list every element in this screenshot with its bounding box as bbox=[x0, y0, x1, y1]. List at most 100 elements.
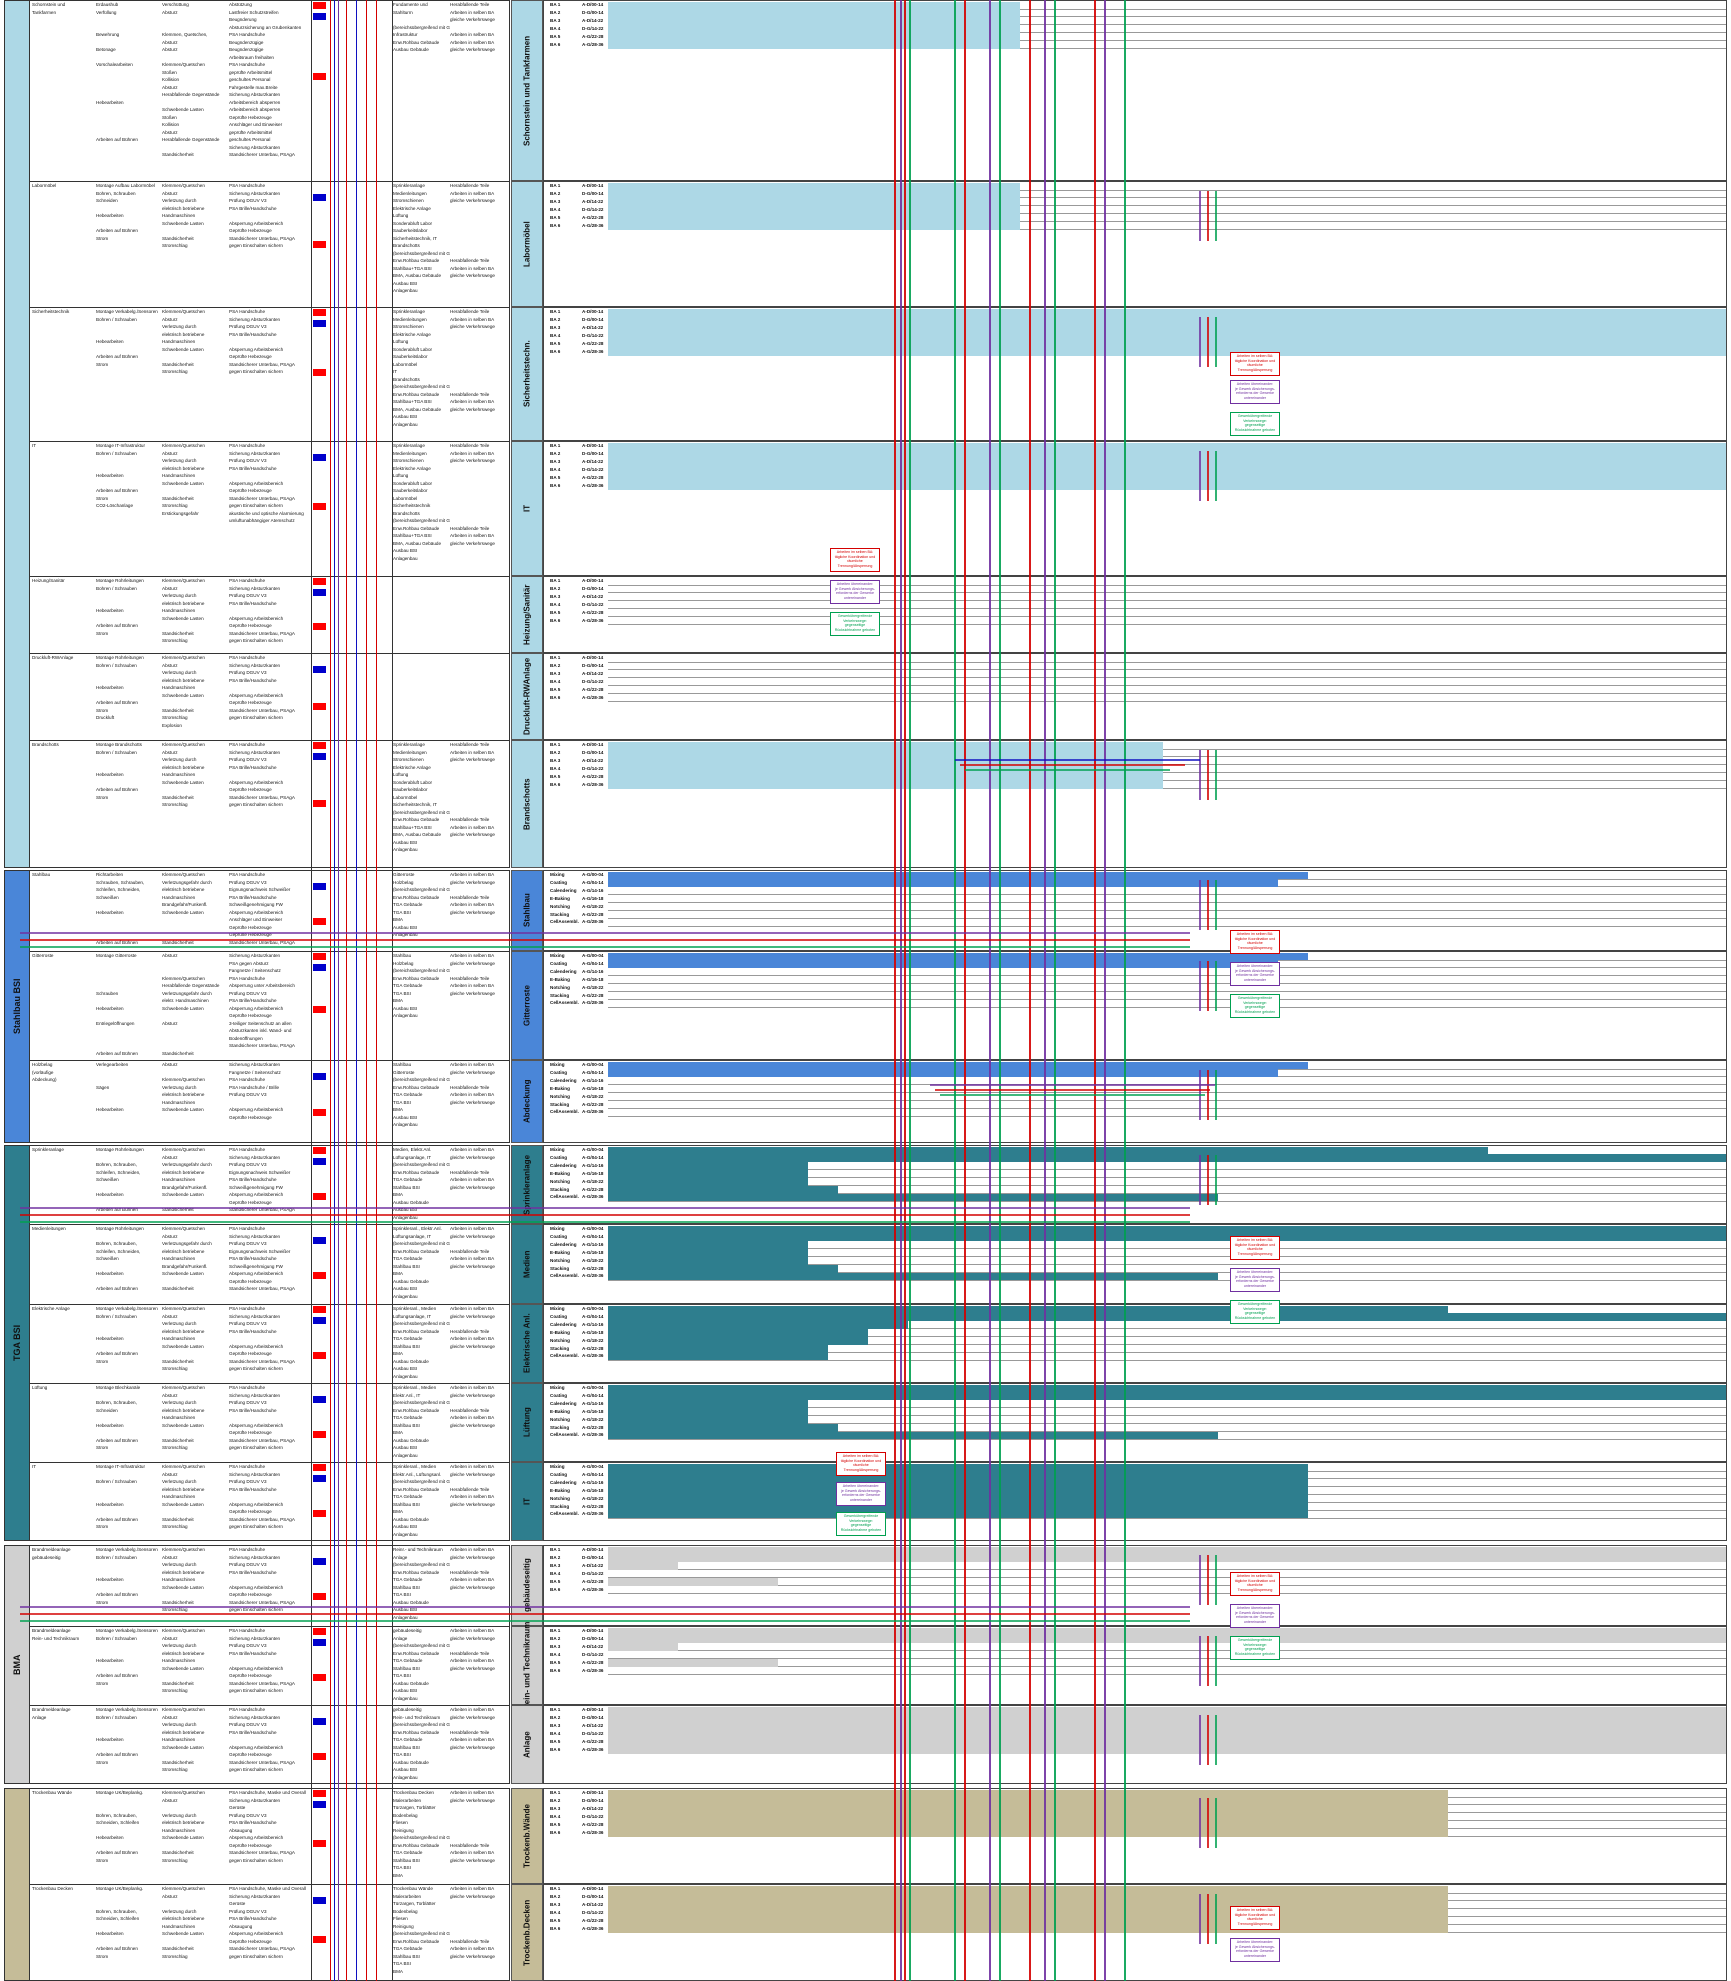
schedule-bar bbox=[608, 1917, 1448, 1925]
row-code: A-G/22-28 bbox=[582, 340, 604, 346]
row-code: A-G/14-16 bbox=[582, 1479, 604, 1485]
row-label: Coating bbox=[550, 1069, 568, 1075]
row-gridline bbox=[608, 205, 1726, 207]
risk-cell-col4: PSA Handschuhe Prüfung DGUV V3 Eignungsn… bbox=[229, 872, 295, 945]
row-code: A-G/22-28 bbox=[582, 1186, 604, 1192]
risk-cell-col3: Klemmen/Quetschen Absturz Verletzungsgef… bbox=[162, 1226, 212, 1291]
row-code: D-G/14-22 bbox=[582, 1813, 604, 1819]
row-label: Mixing bbox=[550, 1464, 565, 1469]
risk-cell-col5: Sprinkleranlage Medienleitungen Stromsch… bbox=[393, 309, 450, 427]
row-label: BA 5 bbox=[550, 1659, 561, 1665]
risk-cell-col2: Montage UK/Beplankg. Bohren, Schrauben, … bbox=[96, 1790, 144, 1863]
row-label: BA 6 bbox=[550, 41, 561, 47]
schedule-bar bbox=[608, 1738, 1726, 1746]
row-gridline bbox=[608, 24, 1726, 26]
schedule-bar bbox=[608, 9, 1020, 17]
row-gridline bbox=[608, 1569, 1726, 1571]
schedule-bar bbox=[608, 198, 1020, 206]
row-gridline bbox=[608, 918, 1726, 919]
schedule-bar bbox=[608, 1069, 1278, 1077]
schedule-bar bbox=[608, 1659, 778, 1667]
trade-frame bbox=[543, 1545, 1727, 1626]
risk-cell-col1: Druckluft-RWAnlage bbox=[32, 655, 74, 660]
risk-rating-marker bbox=[313, 2, 326, 9]
risk-rating-marker bbox=[313, 1558, 326, 1565]
row-code: A-G/22-28 bbox=[582, 1424, 604, 1430]
schedule-bar bbox=[608, 960, 1278, 968]
risk-rating-marker bbox=[313, 578, 326, 585]
risk-rating-marker bbox=[313, 1840, 326, 1847]
risk-cell-col1: Heizung/Sanitär bbox=[32, 578, 65, 583]
row-gridline bbox=[608, 669, 1726, 671]
risk-rating-marker bbox=[313, 454, 326, 461]
coordination-note-red: Arbeiten im selben BA: tägliche Koordina… bbox=[1230, 352, 1280, 376]
row-gridline bbox=[608, 1796, 1726, 1798]
schedule-bar bbox=[608, 1400, 808, 1408]
schedule-bar bbox=[608, 781, 1163, 789]
row-label: BA 6 bbox=[550, 348, 561, 354]
schedule-bar bbox=[608, 340, 1726, 348]
row-code: A-G/22-28 bbox=[582, 1659, 604, 1665]
row-code: A-G/00-04 bbox=[582, 872, 604, 877]
schedule-bar bbox=[608, 1909, 1448, 1917]
row-gridline bbox=[608, 1650, 1726, 1652]
group-band bbox=[4, 1788, 30, 1981]
risk-rating-marker bbox=[313, 1396, 326, 1403]
risk-cell-col3: Klemmen/Quetschen Absturz Verletzung dur… bbox=[162, 309, 205, 374]
risk-cell-col3: Absturz Klemmen/Quetschen Verletzung dur… bbox=[162, 1062, 205, 1112]
row-gridline bbox=[608, 1900, 1726, 1902]
row-gridline bbox=[608, 685, 1726, 687]
risk-cell-col4: PSA Handschuhe Sicherung Absturzkanten P… bbox=[229, 1226, 295, 1291]
row-label: BA 2 bbox=[550, 316, 561, 322]
schedule-bar bbox=[608, 1901, 1448, 1909]
schedule-bar bbox=[608, 1554, 1726, 1562]
risk-column-line bbox=[376, 0, 377, 1981]
trade-label-band bbox=[511, 740, 543, 868]
row-code: A-G/28-36 bbox=[582, 41, 604, 47]
risk-cell-col1: Medienleitungen bbox=[32, 1226, 66, 1231]
row-label: Mixing bbox=[550, 1306, 565, 1311]
row-label: BA 2 bbox=[550, 450, 561, 456]
trade-label-band bbox=[511, 576, 543, 653]
row-label: BA 4 bbox=[550, 466, 561, 472]
row-gridline bbox=[608, 1391, 1726, 1393]
row-gridline bbox=[608, 624, 1726, 625]
row-label: BA 1 bbox=[550, 1707, 561, 1712]
risk-column-line bbox=[330, 0, 331, 1981]
row-label: BA 3 bbox=[550, 670, 561, 676]
row-code: A-G/04-14 bbox=[582, 879, 604, 885]
risk-rating-marker bbox=[313, 1639, 326, 1646]
row-label: BA 1 bbox=[550, 578, 561, 583]
risk-cell-col3: Klemmen/Quetschen Absturz Verletzung dur… bbox=[162, 183, 205, 248]
risk-cell-col4: Sicherung Absturzkanten PSA gegen Abstur… bbox=[229, 953, 295, 1048]
trade-label-band bbox=[511, 1462, 543, 1541]
risk-cell-col3: Klemmen/Quetschen Absturz Verletzung dur… bbox=[162, 1306, 205, 1371]
row-label: BA 3 bbox=[550, 1643, 561, 1649]
row-code: A-G/18-22 bbox=[582, 984, 604, 990]
row-gridline bbox=[608, 788, 1726, 789]
row-code: A-G/04-14 bbox=[582, 1313, 604, 1319]
row-label: BA 6 bbox=[550, 1746, 561, 1752]
risk-rating-marker bbox=[313, 309, 326, 316]
row-label: E-Baking bbox=[550, 1170, 570, 1176]
risk-cell-col4: PSA Handschuhe Sicherung Absturzkanten P… bbox=[229, 183, 295, 248]
row-gridline bbox=[608, 1892, 1726, 1894]
risk-cell-col1: Elektrische Anlage bbox=[32, 1306, 70, 1311]
row-gridline bbox=[608, 1561, 1726, 1563]
row-code: A-G/00-04 bbox=[582, 953, 604, 958]
row-label: E-Baking bbox=[550, 895, 570, 901]
risk-rating-marker bbox=[313, 1790, 326, 1797]
trade-frame bbox=[543, 1304, 1727, 1383]
row-label: Calendering bbox=[550, 1321, 577, 1327]
row-label: BA 5 bbox=[550, 1917, 561, 1923]
row-label: BA 2 bbox=[550, 585, 561, 591]
row-label: CellAssembl. bbox=[550, 1000, 579, 1006]
risk-cell-col3: Klemmen/Quetschen Absturz Verletzung dur… bbox=[162, 1886, 205, 1959]
row-label: Notching bbox=[550, 1416, 570, 1422]
row-label: Stacking bbox=[550, 1101, 570, 1107]
trade-label-band bbox=[511, 1383, 543, 1462]
row-label: Stacking bbox=[550, 1503, 570, 1509]
risk-cell-col5: Sprinkleranl., Medien Elektr.Anl., IT (b… bbox=[393, 1385, 450, 1458]
row-code: A-G/28-36 bbox=[582, 1273, 604, 1279]
